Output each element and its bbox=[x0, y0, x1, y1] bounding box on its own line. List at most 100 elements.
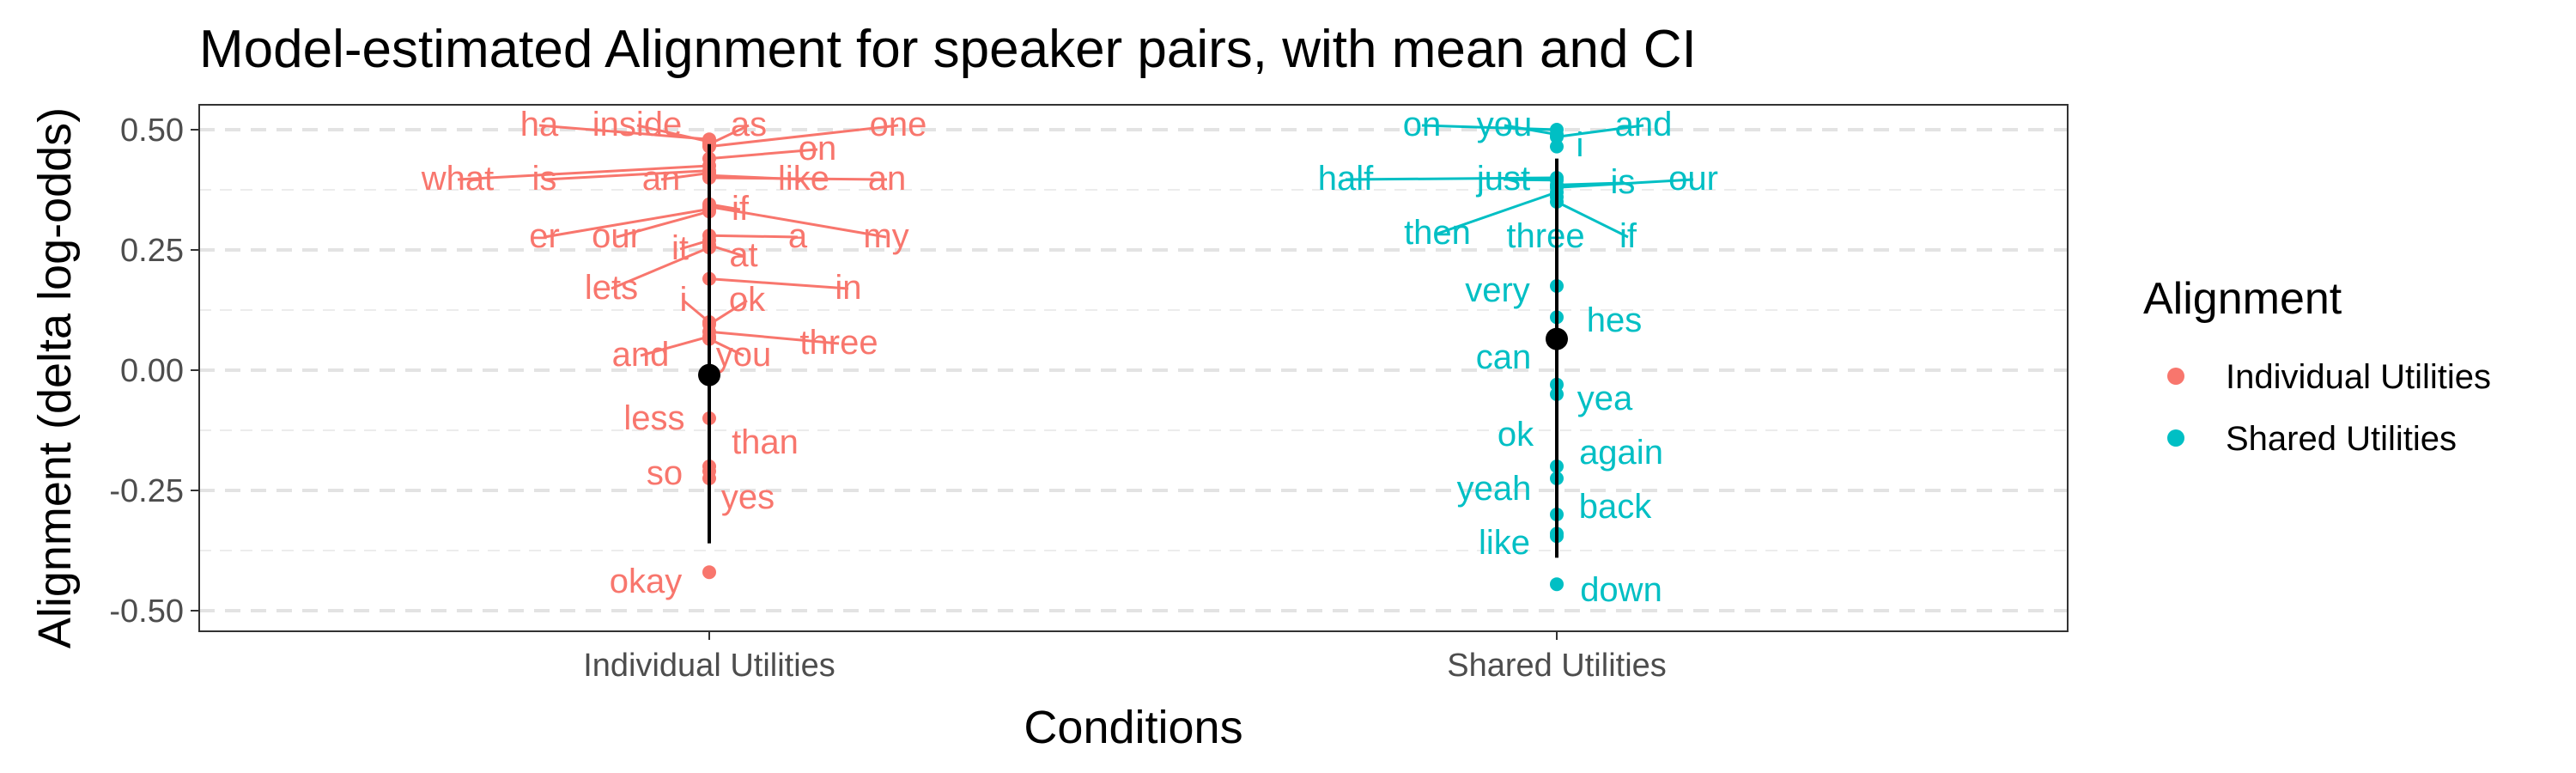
word-label: what bbox=[421, 160, 495, 198]
label-leader-line bbox=[636, 124, 710, 143]
word-label: inside bbox=[592, 106, 683, 143]
y-tick-label: 0.00 bbox=[120, 353, 184, 389]
word-label: you bbox=[1477, 106, 1533, 143]
word-label: yes bbox=[721, 478, 775, 516]
word-label: just bbox=[1476, 160, 1530, 198]
label-leader-line bbox=[538, 124, 710, 141]
word-label: yea bbox=[1577, 380, 1633, 417]
x-tick-label: Shared Utilities bbox=[1447, 648, 1667, 684]
word-label: down bbox=[1580, 571, 1662, 609]
word-label: as bbox=[731, 106, 767, 143]
word-label: okay bbox=[610, 563, 683, 600]
word-label: ok bbox=[729, 281, 766, 319]
word-label: and bbox=[1615, 106, 1673, 143]
legend-label: Individual Utilities bbox=[2226, 358, 2491, 396]
label-leader-line bbox=[1504, 124, 1558, 137]
word-label: is bbox=[1611, 163, 1636, 201]
label-leader-line bbox=[708, 205, 887, 239]
label-leader-line bbox=[1556, 178, 1694, 189]
label-leader-line bbox=[708, 176, 888, 181]
label-leader-line bbox=[1421, 124, 1558, 131]
data-point bbox=[1550, 130, 1564, 144]
word-label: three bbox=[799, 324, 878, 362]
word-label: our bbox=[1668, 160, 1718, 198]
word-label: ok bbox=[1498, 416, 1534, 453]
y-tick-label: 0.25 bbox=[120, 233, 184, 269]
label-leader-line bbox=[1556, 200, 1629, 239]
label-leader-line bbox=[544, 207, 710, 239]
word-label: our bbox=[592, 217, 641, 255]
word-label: than bbox=[732, 423, 799, 461]
data-point bbox=[1550, 577, 1564, 592]
label-leader-line bbox=[1345, 176, 1558, 181]
word-label: is bbox=[532, 160, 557, 198]
word-label: lets bbox=[585, 269, 638, 307]
y-tick-label: -0.25 bbox=[109, 473, 184, 509]
word-label: in bbox=[835, 269, 861, 307]
label-leader-line bbox=[708, 277, 849, 290]
word-label: an bbox=[868, 160, 907, 198]
plot-panel: 0.50 0.25 0.00 -0.25 -0.50 Individual Utiliti… bbox=[109, 104, 2069, 684]
label-leader-line bbox=[1556, 124, 1644, 138]
word-label: yeah bbox=[1457, 470, 1532, 508]
word-label: again bbox=[1579, 434, 1663, 472]
label-leader-line bbox=[457, 164, 710, 181]
word-label: back bbox=[1579, 488, 1652, 526]
panel-border bbox=[198, 104, 2069, 632]
word-label: ha bbox=[520, 106, 559, 143]
word-label: an bbox=[642, 160, 681, 198]
word-label: one bbox=[870, 106, 927, 143]
word-label: like bbox=[1479, 524, 1530, 562]
legend-label: Shared Utilities bbox=[2226, 420, 2457, 458]
word-label: if bbox=[1619, 217, 1637, 255]
label-leader-line bbox=[708, 124, 899, 149]
data-point bbox=[1550, 139, 1564, 154]
word-label: on bbox=[799, 130, 837, 167]
label-leader-line bbox=[611, 246, 710, 290]
label-leader-line bbox=[708, 148, 818, 161]
chart-title: Model-estimated Alignment for speaker pa… bbox=[199, 20, 1697, 79]
word-label: less bbox=[623, 399, 684, 437]
word-label: i bbox=[1577, 126, 1584, 164]
word-label: on bbox=[1403, 106, 1442, 143]
y-tick-label: 0.50 bbox=[120, 113, 184, 149]
label-leader-line bbox=[616, 210, 710, 239]
mean-point bbox=[698, 363, 720, 386]
label-leader-line bbox=[660, 171, 710, 181]
legend-key-shared bbox=[2167, 429, 2184, 447]
word-label: my bbox=[863, 217, 908, 255]
word-label: it bbox=[671, 229, 689, 267]
word-label: three bbox=[1506, 217, 1584, 255]
word-label: a bbox=[788, 217, 808, 255]
word-label: very bbox=[1465, 271, 1530, 309]
data-point bbox=[702, 565, 716, 580]
word-label: half bbox=[1318, 160, 1374, 198]
word-label: i bbox=[680, 281, 688, 319]
label-leader-line bbox=[708, 234, 799, 239]
word-label: then bbox=[1404, 214, 1471, 252]
word-label: so bbox=[647, 454, 683, 492]
word-label: er bbox=[529, 217, 560, 255]
word-label: hes bbox=[1587, 301, 1643, 339]
word-label: you bbox=[716, 336, 772, 374]
legend-key-individual bbox=[2167, 368, 2184, 385]
word-label: can bbox=[1476, 338, 1532, 376]
label-leader-line bbox=[1437, 191, 1558, 235]
word-label: at bbox=[729, 236, 757, 274]
word-label: like bbox=[778, 160, 829, 198]
legend-title: Alignment bbox=[2143, 274, 2342, 324]
word-label: and bbox=[612, 336, 670, 374]
x-tick-label: Individual Utilities bbox=[583, 648, 835, 684]
label-leader-line bbox=[708, 330, 840, 345]
word-label: if bbox=[732, 190, 750, 228]
mean-point bbox=[1546, 327, 1568, 350]
x-axis-title: Conditions bbox=[1024, 702, 1242, 753]
y-tick-label: -0.50 bbox=[109, 593, 184, 630]
y-axis-title: Alignment (delta log-odds) bbox=[29, 107, 81, 648]
label-leader-line bbox=[544, 169, 710, 181]
label-leader-line bbox=[640, 335, 710, 357]
legend: Alignment Individual Utilities Shared Uti… bbox=[2143, 274, 2491, 458]
